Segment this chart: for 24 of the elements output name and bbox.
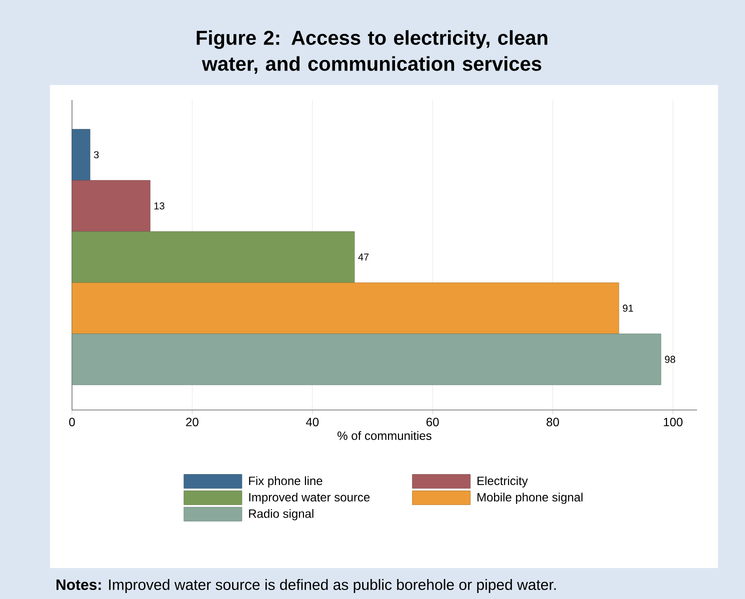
bar bbox=[72, 129, 90, 180]
data-label: 91 bbox=[622, 304, 634, 312]
x-tick-label: 100 bbox=[664, 418, 683, 426]
x-tick-label: 0 bbox=[69, 418, 75, 426]
x-tick-label: 80 bbox=[546, 418, 559, 426]
data-label: 98 bbox=[664, 356, 676, 363]
data-label: 47 bbox=[358, 254, 369, 260]
x-tick-label: 60 bbox=[426, 418, 439, 426]
text: Notes: Improved water source is defined as public borehole or piped water. bbox=[56, 578, 556, 593]
data-label: 13 bbox=[154, 202, 164, 210]
bar bbox=[72, 231, 355, 283]
x-tick-label: 40 bbox=[306, 418, 319, 426]
chart-title: Figure 2: Access to electricity, clean water, and communication services bbox=[196, 30, 548, 74]
bar bbox=[72, 282, 620, 334]
legend-label: Mobile phone signal bbox=[478, 492, 582, 504]
bar bbox=[72, 180, 150, 232]
legend-label: Radio signal bbox=[249, 509, 314, 520]
data-label: 3 bbox=[94, 151, 99, 158]
bar bbox=[72, 334, 662, 386]
legend-label: Improved water source bbox=[249, 492, 370, 504]
legend-label: Fix phone line bbox=[249, 476, 322, 488]
x-tick-label: 20 bbox=[186, 418, 198, 426]
x-axis-title: % of communities bbox=[338, 431, 432, 440]
legend-label: Electricity bbox=[478, 476, 528, 488]
